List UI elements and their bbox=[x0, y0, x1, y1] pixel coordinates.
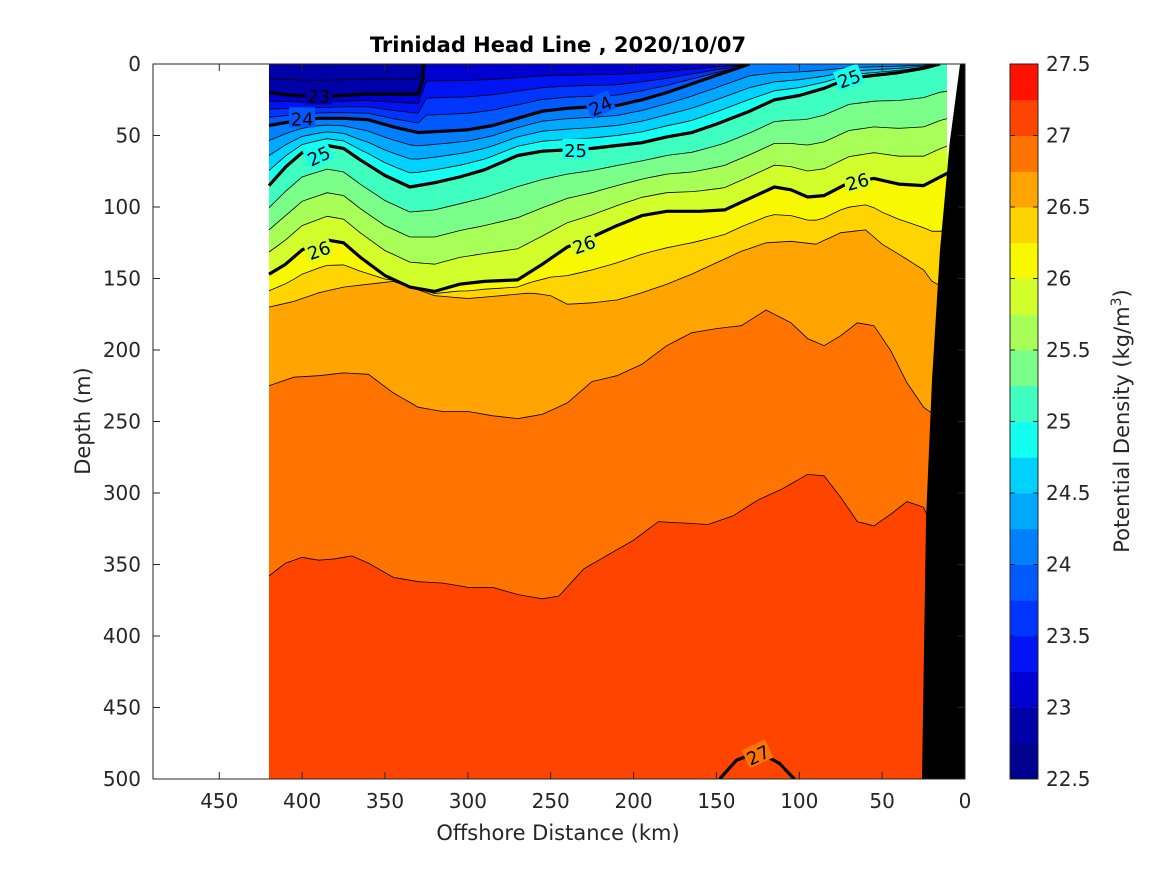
contour-23 bbox=[268, 64, 425, 99]
contour-label-bg bbox=[567, 229, 600, 258]
x-tick-label: 250 bbox=[532, 789, 570, 813]
contour-25.75 bbox=[268, 145, 965, 265]
colorbar: 22.5 23 23.5 24 24.5 25 25.5 26 26.5 27 27.5 bbox=[1009, 52, 1091, 791]
contour-25.25 bbox=[268, 90, 965, 213]
data-gap-white bbox=[947, 64, 960, 160]
contour-label-bg bbox=[562, 138, 589, 159]
y-tick-label: 500 bbox=[103, 767, 141, 791]
contour-25 bbox=[268, 64, 941, 189]
y-tick-label: 50 bbox=[116, 124, 141, 148]
x-tick-label: 100 bbox=[780, 789, 818, 813]
x-tick-label: 150 bbox=[697, 789, 735, 813]
colorbar-segment bbox=[1010, 528, 1038, 565]
contour-label-bg bbox=[741, 739, 774, 769]
contour-label-bg bbox=[302, 235, 335, 263]
x-tick-label: 350 bbox=[366, 789, 404, 813]
y-tick-label: 300 bbox=[103, 481, 141, 505]
colorbar-segment bbox=[1010, 64, 1038, 101]
contour-label-bg bbox=[833, 63, 865, 92]
colorbar-segment bbox=[1010, 385, 1038, 422]
colorbar-segment bbox=[1010, 278, 1038, 315]
colorbar-segment bbox=[1010, 207, 1038, 244]
colorbar-tick-label: 22.5 bbox=[1046, 767, 1091, 791]
contour-label-23: 23 bbox=[307, 86, 330, 107]
y-axis-label: Depth (m) bbox=[71, 367, 95, 474]
colorbar-segment bbox=[1010, 242, 1038, 279]
chart-title: Trinidad Head Line , 2020/10/07 bbox=[370, 33, 746, 57]
y-tick-label: 400 bbox=[103, 624, 141, 648]
y-axis-ticks: 0 50 100 150 200 250 300 350 400 450 500 bbox=[103, 52, 965, 791]
contour-23.50 bbox=[268, 64, 965, 114]
colorbar-segment bbox=[1010, 564, 1038, 601]
contour-23.25 bbox=[268, 64, 965, 105]
contour-label-bg bbox=[583, 90, 617, 120]
colorbar-segment bbox=[1010, 743, 1038, 780]
colorbar-segment bbox=[1010, 135, 1038, 172]
colorbar-segment bbox=[1010, 99, 1038, 136]
x-tick-label: 450 bbox=[200, 789, 238, 813]
colorbar-tick-label: 24.5 bbox=[1046, 481, 1091, 505]
band-22.75 bbox=[269, 64, 424, 97]
y-tick-label: 0 bbox=[128, 52, 141, 76]
contour-27.00 bbox=[268, 473, 965, 600]
y-tick-label: 350 bbox=[103, 553, 141, 577]
x-axis-label: Offshore Distance (km) bbox=[436, 821, 679, 845]
labeled-contour-lines bbox=[268, 64, 950, 779]
colorbar-tick-label: 25 bbox=[1046, 410, 1071, 434]
x-tick-label: 200 bbox=[614, 789, 652, 813]
y-tick-label: 100 bbox=[103, 195, 141, 219]
band-27-patch bbox=[719, 751, 795, 779]
contour-label-bg bbox=[305, 84, 332, 105]
colorbar-segment bbox=[1010, 457, 1038, 494]
contour-label-bg bbox=[841, 167, 873, 194]
y-tick-label: 150 bbox=[103, 267, 141, 291]
contour-label-bg bbox=[302, 140, 335, 170]
colorbar-tick-label: 23.5 bbox=[1046, 624, 1091, 648]
colorbar-label-end: ) bbox=[1110, 289, 1134, 297]
colorbar-tick-label: 26.5 bbox=[1046, 195, 1091, 219]
colorbar-tick-label: 27.5 bbox=[1046, 52, 1091, 76]
x-tick-label: 0 bbox=[959, 789, 972, 813]
contour-22.75 bbox=[268, 64, 965, 81]
colorbar-label: Potential Density (kg/m3) bbox=[1109, 289, 1134, 553]
colorbar-segment bbox=[1010, 171, 1038, 208]
colorbar-segment bbox=[1010, 421, 1038, 458]
contour-26.25 bbox=[268, 204, 965, 294]
x-tick-label: 300 bbox=[449, 789, 487, 813]
contour-label-bg bbox=[289, 107, 316, 128]
x-axis-ticks: 450 400 350 300 250 200 150 100 50 0 bbox=[200, 64, 971, 813]
x-tick-label: 400 bbox=[283, 789, 321, 813]
contour-23.75 bbox=[268, 64, 965, 124]
colorbar-segment bbox=[1010, 314, 1038, 351]
contour-26.50 bbox=[268, 229, 965, 308]
contour-label-24: 24 bbox=[291, 109, 314, 130]
y-tick-label: 200 bbox=[103, 338, 141, 362]
colorbar-tick-label: 27 bbox=[1046, 124, 1071, 148]
contour-24 bbox=[268, 64, 751, 135]
contour-label-25: 25 bbox=[564, 141, 587, 162]
colorbar-tick-label: 25.5 bbox=[1046, 338, 1091, 362]
band-23.00 bbox=[269, 64, 965, 104]
contour-26.75 bbox=[268, 309, 965, 420]
colorbar-segment bbox=[1010, 636, 1038, 673]
contour-25.50 bbox=[268, 117, 965, 238]
colorbar-segment bbox=[1010, 671, 1038, 708]
colorbar-segment bbox=[1010, 707, 1038, 744]
bathymetry-seafloor bbox=[922, 64, 965, 779]
contour-26 bbox=[268, 171, 950, 293]
colorbar-segment bbox=[1010, 493, 1038, 530]
colorbar-tick-label: 23 bbox=[1046, 696, 1071, 720]
colorbar-label-sup: 3 bbox=[1109, 297, 1125, 306]
minor-contour-lines bbox=[268, 64, 965, 600]
y-tick-label: 250 bbox=[103, 410, 141, 434]
y-tick-label: 450 bbox=[103, 696, 141, 720]
colorbar-label-text: Potential Density (kg/m bbox=[1110, 306, 1134, 552]
colorbar-tick-label: 24 bbox=[1046, 553, 1071, 577]
colorbar-segment bbox=[1010, 600, 1038, 637]
x-tick-label: 50 bbox=[869, 789, 894, 813]
colorbar-segment bbox=[1010, 350, 1038, 387]
colorbar-tick-label: 26 bbox=[1046, 267, 1071, 291]
